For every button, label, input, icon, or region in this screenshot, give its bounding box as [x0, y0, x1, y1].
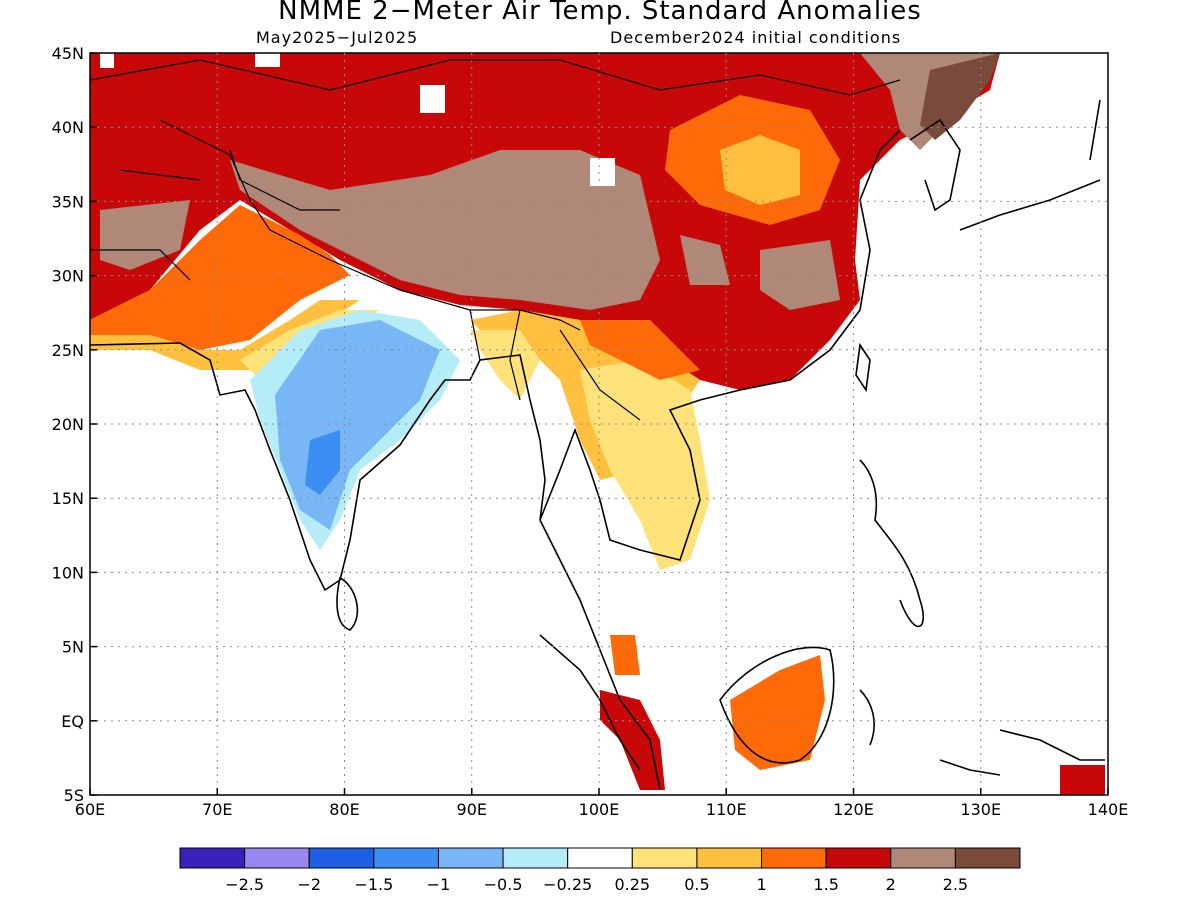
lon-label: 70E [202, 800, 232, 819]
country-borders [90, 59, 901, 421]
lat-label: 35N [52, 192, 84, 211]
colorbar-swatch [373, 847, 439, 869]
colorbar-label: −0.5 [484, 875, 523, 894]
lon-label: 80E [329, 800, 359, 819]
colorbar: −2.5 −2 −1.5 −1 −0.5 −0.25 0.25 0.5 1 1.5 2 2.5 [179, 847, 1021, 894]
colorbar-label: 0.25 [614, 875, 650, 894]
map-axes: 60E 70E 80E 90E 100E 110E 120E 130E 140E 45N 40N 35… [52, 44, 1129, 819]
lon-label: 120E [833, 800, 874, 819]
colorbar-label: 1 [756, 875, 766, 894]
lat-label: 10N [52, 563, 84, 582]
colorbar-swatch [437, 847, 504, 869]
colorbar-swatch [696, 847, 763, 869]
lat-label: 20N [52, 415, 84, 434]
lon-label: 110E [706, 800, 747, 819]
colorbar-label: −2 [297, 875, 321, 894]
lon-label: 100E [579, 800, 620, 819]
colorbar-label: 2.5 [943, 875, 968, 894]
colorbar-swatch [244, 847, 310, 869]
colorbar-label: −2.5 [225, 875, 264, 894]
anomaly-region-tibet [230, 150, 660, 310]
lat-label: EQ [61, 712, 84, 731]
lon-label: 130E [960, 800, 1001, 819]
colorbar-swatch [308, 847, 375, 869]
colorbar-label: 2 [886, 875, 896, 894]
colorbar-swatch [954, 847, 1021, 869]
colorbar-swatch [890, 847, 956, 869]
forecast-period: May2025−Jul2025 [256, 28, 419, 47]
colorbar-swatch [761, 847, 827, 869]
lat-label: 5N [62, 638, 84, 657]
colorbar-label: 1.5 [813, 875, 838, 894]
map-title: NMME 2−Meter Air Temp. Standard Anomalie… [278, 0, 922, 26]
colorbar-label: −0.25 [543, 875, 592, 894]
lat-label: 25N [52, 341, 84, 360]
colorbar-swatch [825, 847, 892, 869]
lon-label: 90E [457, 800, 487, 819]
lon-label: 60E [75, 800, 105, 819]
colorbar-swatch [567, 847, 633, 869]
coastlines [90, 99, 1105, 791]
anomaly-region-borneo [730, 655, 825, 770]
initial-conditions: December2024 initial conditions [610, 28, 902, 47]
colorbar-label: −1 [427, 875, 451, 894]
lon-label: 140E [1088, 800, 1129, 819]
colorbar-swatch [502, 847, 569, 869]
colorbar-swatch [179, 847, 246, 869]
colorbar-label: −1.5 [354, 875, 393, 894]
lat-label: 5S [64, 786, 84, 805]
lat-label: 45N [52, 44, 84, 63]
lat-label: 15N [52, 489, 84, 508]
lat-label: 30N [52, 267, 84, 286]
lat-label: 40N [52, 118, 84, 137]
colorbar-label: 0.5 [684, 875, 709, 894]
graticule [90, 53, 1108, 795]
colorbar-swatch [631, 847, 698, 869]
